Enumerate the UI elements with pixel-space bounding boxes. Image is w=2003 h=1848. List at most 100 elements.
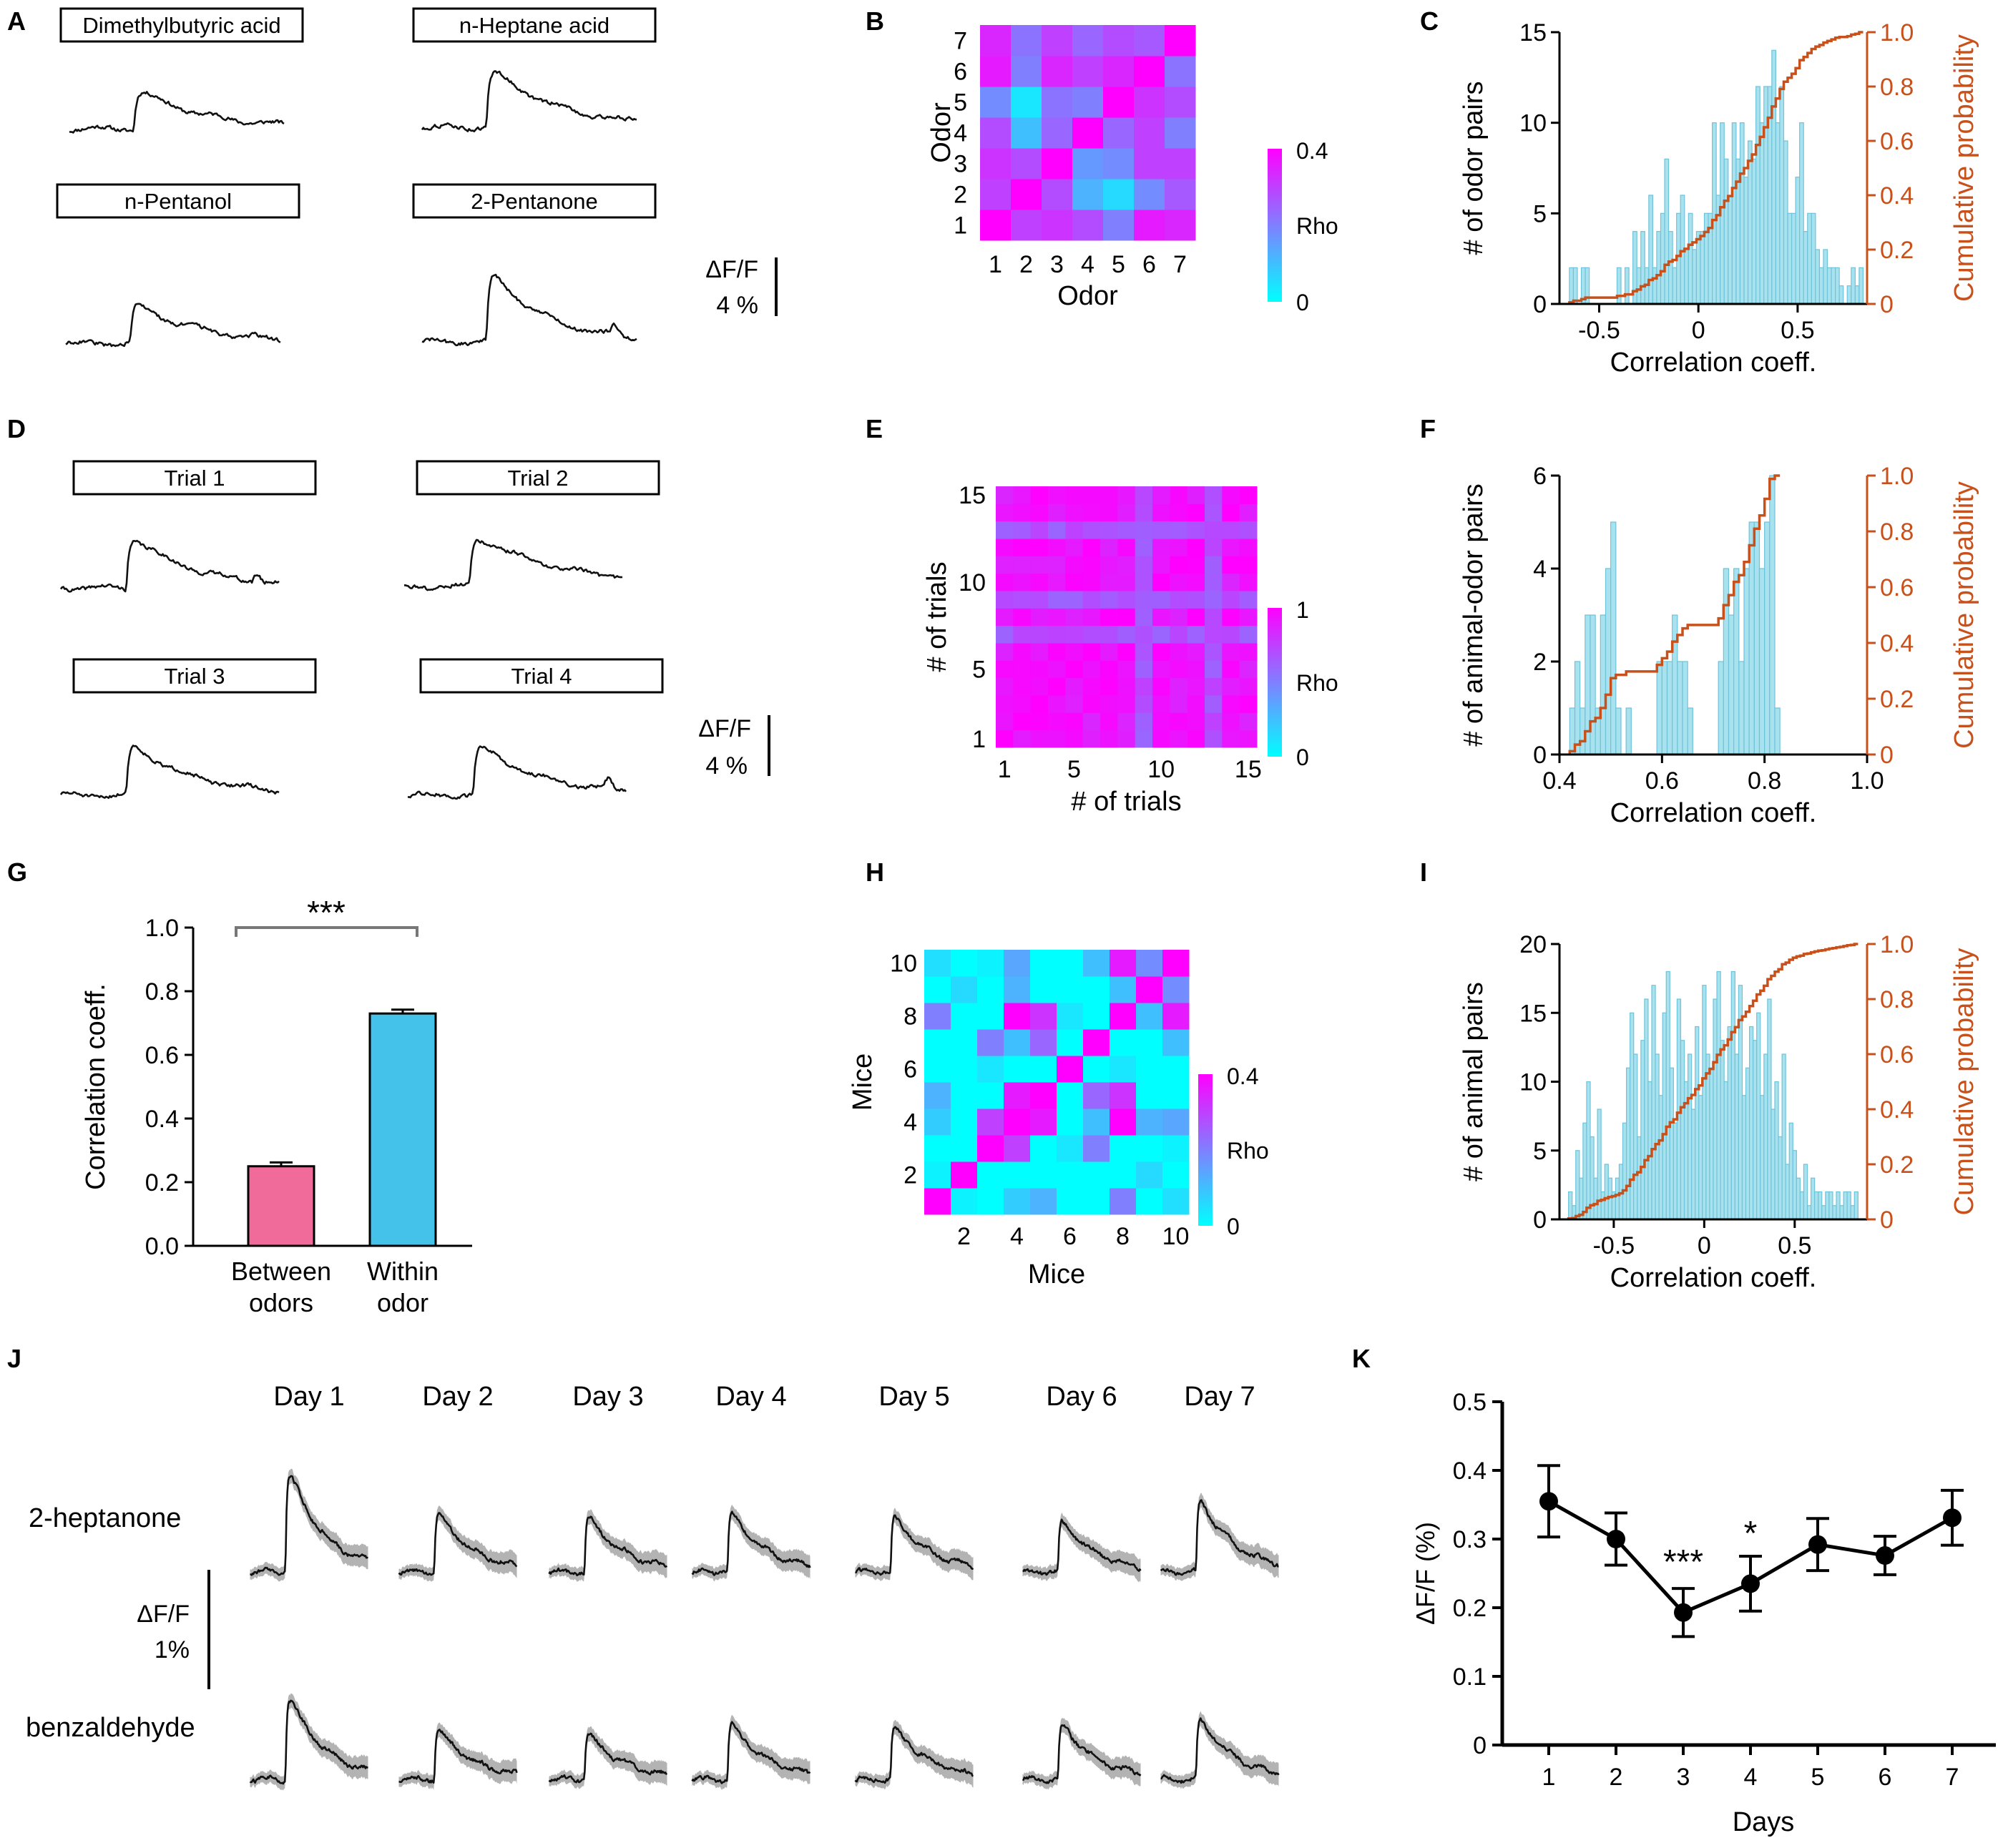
heatmap-cell <box>1165 179 1196 210</box>
heatmap-cell <box>1152 539 1170 556</box>
cb-b-rho-label: Rho <box>1296 213 1338 239</box>
heatmap-cell <box>996 539 1014 556</box>
y-axis-label: # of trials <box>922 561 952 672</box>
heatmap-cell <box>1082 712 1101 731</box>
trace-d-1-line <box>59 539 280 593</box>
heatmap-cell <box>951 1003 978 1030</box>
heatmap-cell <box>1239 729 1258 748</box>
histogram-bar <box>1698 1095 1703 1220</box>
heatmap-cell <box>1100 591 1118 609</box>
heatmap-cell <box>1072 87 1104 118</box>
heatmap-cell <box>1110 1029 1137 1056</box>
trace-j-line <box>1160 1717 1280 1784</box>
heatmap-cell <box>1065 695 1084 713</box>
histogram-bar <box>1854 285 1860 305</box>
heatmap-cell <box>996 695 1014 713</box>
scalebar-j-unit: ΔF/F <box>137 1601 190 1628</box>
y2-axis-label: Cumulative probability <box>1949 948 1979 1216</box>
heatmap-cell <box>1082 503 1101 522</box>
heatmap-cell <box>1100 643 1118 661</box>
category-label: Within <box>367 1257 439 1286</box>
heatmap-cell <box>1117 521 1136 539</box>
heatmap-cell <box>996 608 1014 626</box>
heatmap-cell <box>977 950 1004 977</box>
heatmap-cell <box>1030 625 1049 644</box>
heatmap-cell <box>1100 660 1118 679</box>
heatmap-cell <box>1134 87 1165 118</box>
heatmap-cell <box>1136 1109 1163 1136</box>
heatmap-cell <box>1048 677 1066 696</box>
panel-letter-g: G <box>7 857 27 887</box>
heatmap-cell <box>1135 695 1153 713</box>
x-tick-label: 1.0 <box>1850 767 1884 795</box>
y2-tick-label: 1.0 <box>1880 931 1914 958</box>
heatmap-cell <box>1117 712 1136 731</box>
histogram-bar <box>1733 568 1740 755</box>
heatmap-cell <box>1134 179 1165 210</box>
trace-j-shade <box>549 1726 667 1789</box>
heatmap-cell <box>1030 677 1049 696</box>
scalebar-d: ΔF/F 4 % <box>698 715 770 780</box>
histogram-bar <box>1783 140 1788 305</box>
histogram-bar <box>1825 1191 1830 1220</box>
histogram-bar <box>1771 49 1776 305</box>
histogram-bar <box>1810 1177 1816 1220</box>
histogram-bar <box>1662 1012 1667 1220</box>
day-label: Day 2 <box>422 1382 493 1412</box>
heatmap-cell <box>1222 712 1240 731</box>
trace-a-2-line <box>421 70 637 132</box>
heatmap-cell <box>1048 660 1066 679</box>
heatmap-cell <box>1004 1161 1031 1189</box>
histogram-bar <box>1756 1012 1761 1220</box>
histogram-bar <box>1846 285 1852 305</box>
histogram-bar <box>1818 267 1824 305</box>
panel-letter-j: J <box>7 1344 21 1373</box>
histogram-bar <box>1575 1150 1580 1220</box>
histogram-bar <box>1691 1109 1696 1220</box>
day-label: Day 1 <box>273 1382 344 1412</box>
x-axis-label: Odor <box>1057 281 1118 311</box>
histogram-bar <box>1739 122 1745 305</box>
heatmap-cell <box>980 87 1012 118</box>
histogram-bar <box>1600 614 1607 755</box>
heatmap-cell <box>1135 521 1153 539</box>
histogram-bar <box>1590 614 1596 755</box>
trace-j-shade <box>855 1508 974 1581</box>
heatmap-cell <box>1222 729 1240 748</box>
heatmap-cell <box>1030 1135 1057 1162</box>
trace-j-line <box>548 1515 667 1577</box>
histogram-bar <box>1730 970 1735 1220</box>
heatmap-cell <box>1136 1135 1163 1162</box>
heatmap-cell <box>1165 148 1196 180</box>
heatmap-cell <box>977 976 1004 1003</box>
heatmap-cell <box>1117 729 1136 748</box>
histogram-bar <box>1843 1191 1848 1220</box>
heatmap-cell <box>1042 25 1073 56</box>
heatmap-cell <box>1082 539 1101 556</box>
trace-j-line <box>1160 1499 1279 1576</box>
heatmap-cell <box>1072 117 1104 149</box>
heatmap-cell <box>977 1109 1004 1136</box>
histogram-bar <box>1640 231 1645 305</box>
heatmap-cell <box>1100 677 1118 696</box>
histogram-bar <box>1760 1095 1765 1220</box>
histogram-bar <box>1741 1095 1747 1220</box>
histogram-bar <box>1734 1053 1740 1220</box>
histogram-bar <box>1637 1136 1642 1220</box>
x-tick-label: 5 <box>1112 251 1125 278</box>
heatmap-cell <box>1082 625 1101 644</box>
heatmap-cell <box>1162 1056 1190 1083</box>
trace-j-shade <box>1160 1493 1279 1581</box>
histogram-bar <box>1624 267 1630 305</box>
trace-j-shade <box>855 1719 974 1790</box>
y2-axis-label: Cumulative probability <box>1949 481 1979 749</box>
heatmap-cell <box>1048 608 1066 626</box>
cb-e-rho-label: Rho <box>1296 670 1338 696</box>
heatmap-cell <box>951 1109 978 1136</box>
heatmap-cell <box>1187 486 1205 504</box>
category-label: odors <box>249 1288 313 1317</box>
heatmap-cell <box>996 591 1014 609</box>
histogram-bar <box>1828 1191 1833 1220</box>
heatmap-cell <box>1117 503 1136 522</box>
